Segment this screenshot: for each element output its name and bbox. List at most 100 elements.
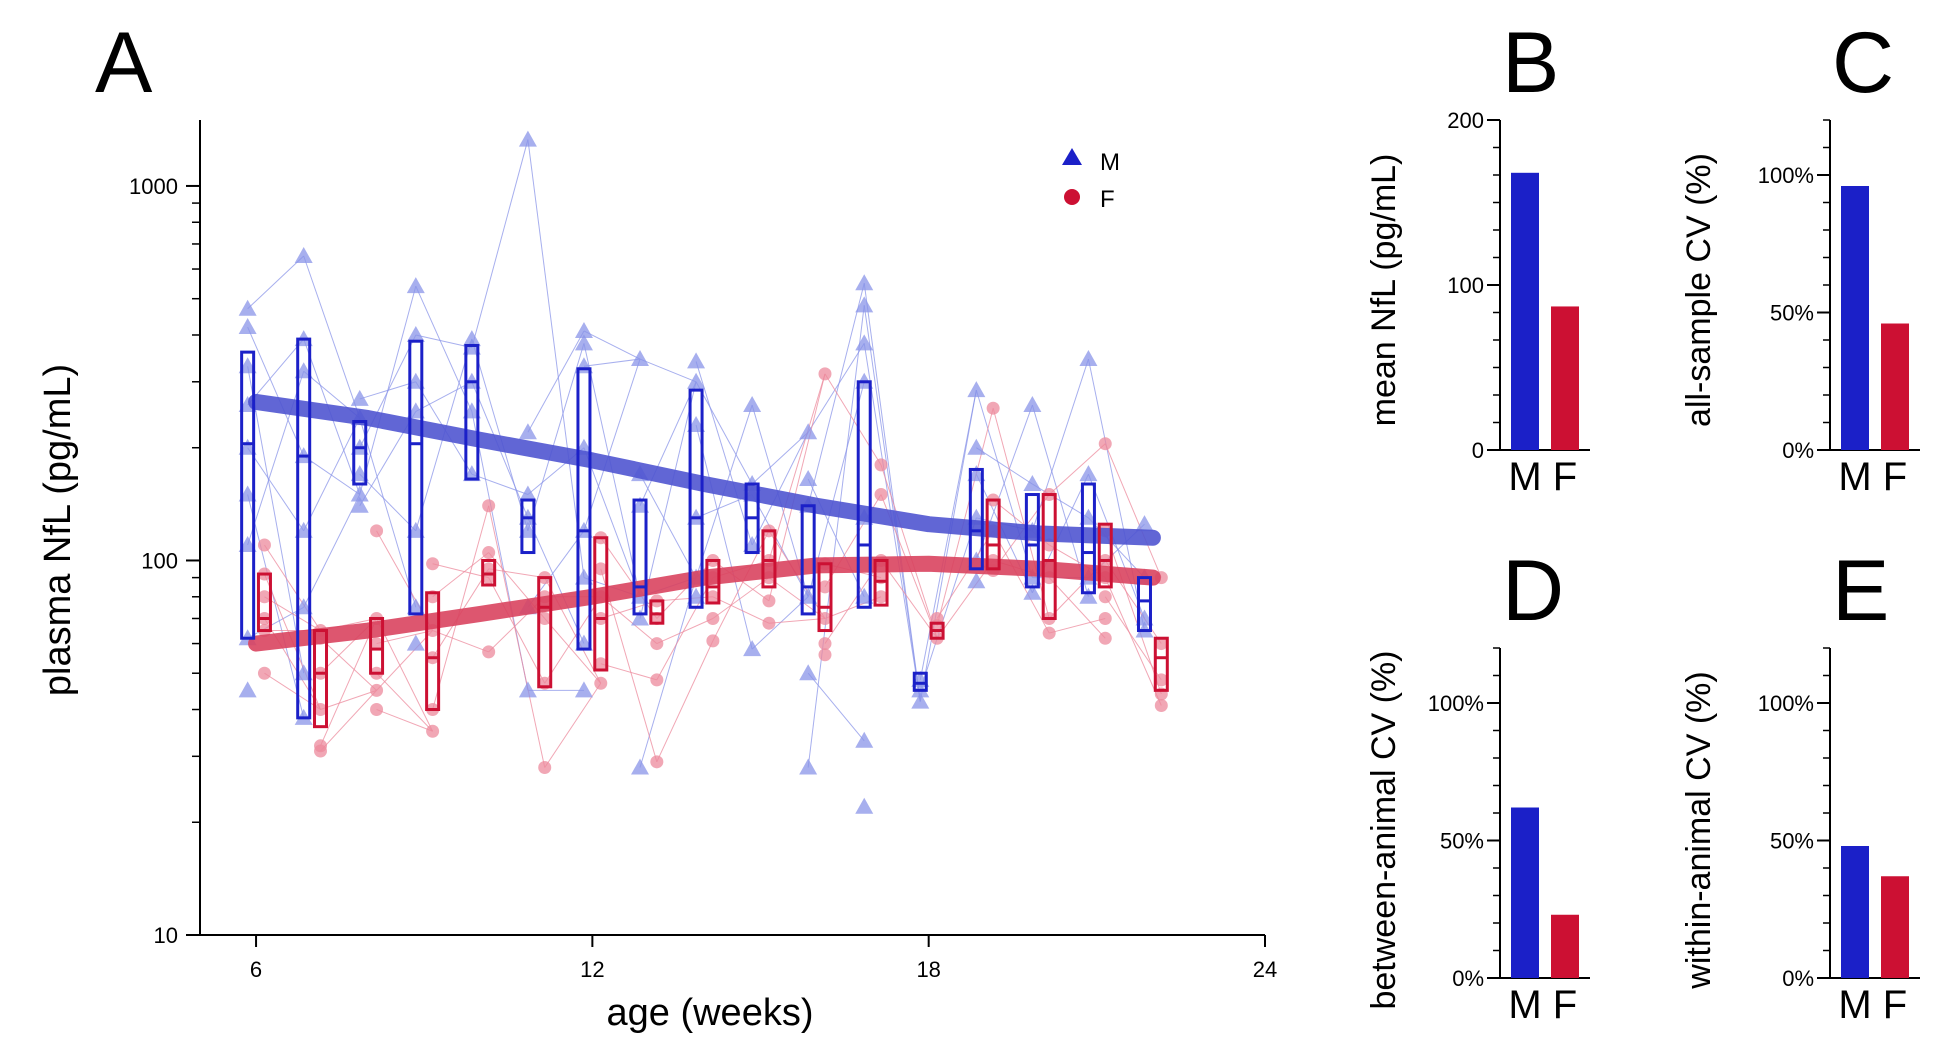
a-box-f: [873, 558, 889, 607]
a-point-f: [986, 401, 1000, 415]
a-x-tick-label: 12: [580, 957, 604, 982]
a-point-f: [1098, 611, 1112, 625]
a-connector-line-m: [303, 494, 361, 608]
legend-label-f: F: [1100, 186, 1115, 213]
pc-y-tick-label: 100%: [1758, 163, 1814, 188]
pd-y-tick-label: 0%: [1452, 966, 1484, 991]
a-connector-line-m: [359, 417, 417, 608]
a-point-m: [350, 389, 369, 406]
pc-category-label-m: M: [1838, 455, 1871, 499]
a-connector-line-f: [656, 640, 714, 763]
a-connector-line-f: [880, 464, 938, 639]
a-point-f: [650, 673, 664, 687]
a-point-f: [1098, 631, 1112, 645]
a-point-f: [706, 590, 720, 604]
a-connector-line-f: [880, 560, 938, 639]
a-connector-line-f: [376, 709, 433, 732]
a-connector-line-f: [544, 618, 602, 684]
a-connector-line-m: [527, 343, 585, 531]
pd-bar-f: [1551, 914, 1579, 978]
a-point-m: [462, 330, 481, 347]
a-connector-line-m: [247, 366, 305, 674]
a-connector-line-f: [488, 577, 546, 684]
a-box-f: [761, 529, 777, 589]
pe-category-label-m: M: [1838, 983, 1871, 1027]
a-point-m: [518, 485, 537, 502]
a-point-f: [818, 367, 832, 381]
a-box-f: [705, 558, 721, 605]
a-connector-line-f: [1104, 530, 1162, 695]
a-point-f: [818, 637, 832, 651]
a-point-m: [855, 731, 874, 748]
a-box-m: [296, 337, 312, 720]
pc-y-tick-label: 50%: [1770, 301, 1814, 326]
a-connector-line-f: [488, 505, 546, 768]
a-connector-line-m: [415, 334, 472, 349]
panel-letter-c: C: [1832, 15, 1894, 111]
pb-bar-m: [1511, 172, 1539, 451]
a-point-f: [482, 499, 496, 513]
panel-c: C all-sample CV (%) 0% 50% 100% M F: [1680, 15, 1920, 499]
a-connector-line-f: [936, 530, 994, 619]
a-connector-line-m: [415, 381, 473, 412]
a-connector-line-m: [247, 255, 305, 310]
a-point-m: [1023, 396, 1042, 413]
a-box-m: [1080, 482, 1096, 595]
a-point-m: [574, 681, 593, 698]
a-connector-line-m: [303, 255, 361, 419]
a-connector-line-f: [1048, 577, 1106, 639]
a-point-m: [687, 352, 706, 369]
a-connector-line-m: [471, 338, 529, 531]
c-y-axis-title: all-sample CV (%): [1680, 153, 1718, 427]
a-point-f: [257, 590, 271, 604]
a-point-f: [1154, 673, 1168, 687]
a-box-f: [256, 572, 272, 633]
a-point-f: [1154, 698, 1168, 712]
a-point-m: [687, 372, 706, 389]
a-connector-line-m: [527, 330, 585, 433]
a-point-m: [1079, 587, 1098, 604]
a-point-m: [238, 681, 257, 698]
d-y-axis-title: between-animal CV (%): [1365, 650, 1403, 1009]
a-connector-line-m: [1032, 483, 1089, 519]
a-point-f: [594, 657, 608, 671]
a-boxes: [240, 337, 1169, 729]
a-point-m: [518, 423, 537, 440]
a-connector-line-m: [471, 473, 529, 495]
a-point-f: [426, 557, 440, 571]
a-point-m: [574, 321, 593, 338]
pb-category-label-m: M: [1508, 455, 1541, 499]
pd-y-tick-label: 100%: [1428, 691, 1484, 716]
a-axes: 6 12 18 24 10 100 1000: [129, 120, 1277, 982]
a-point-m: [406, 277, 425, 294]
a-trend-lines: [248, 393, 1161, 652]
a-point-m: [799, 758, 818, 775]
a-point-m: [574, 334, 593, 351]
a-connector-line-f: [600, 596, 658, 644]
pb-y-tick-label: 200: [1447, 108, 1484, 133]
a-point-f: [370, 683, 384, 697]
a-point-f: [1098, 437, 1112, 451]
a-connector-line-f: [432, 563, 489, 579]
panel-letter-b: B: [1502, 15, 1559, 111]
a-connector-line-f: [824, 373, 882, 466]
a-connector-line-f: [768, 373, 826, 561]
a-box-m: [800, 504, 816, 616]
a-point-m: [238, 299, 257, 316]
a-point-m: [518, 130, 537, 147]
a-connector-line-f: [320, 637, 377, 691]
a-point-f: [818, 648, 832, 662]
a-connector-line-f: [264, 672, 321, 710]
pc-y-tick-label: 0%: [1782, 438, 1814, 463]
a-point-f: [370, 524, 384, 538]
a-box-m: [856, 380, 872, 609]
a-connector-line-m: [751, 596, 809, 650]
panel-letter-d: D: [1502, 543, 1564, 639]
pe-y-tick-label: 50%: [1770, 829, 1814, 854]
a-point-m: [967, 438, 986, 455]
b-y-axis-title: mean NfL (pg/mL): [1365, 154, 1403, 427]
a-point-m: [967, 381, 986, 398]
e-y-axis-title: within-animal CV (%): [1680, 671, 1718, 989]
a-connector-line-m: [751, 432, 809, 546]
a-connector-line-f: [824, 596, 882, 619]
